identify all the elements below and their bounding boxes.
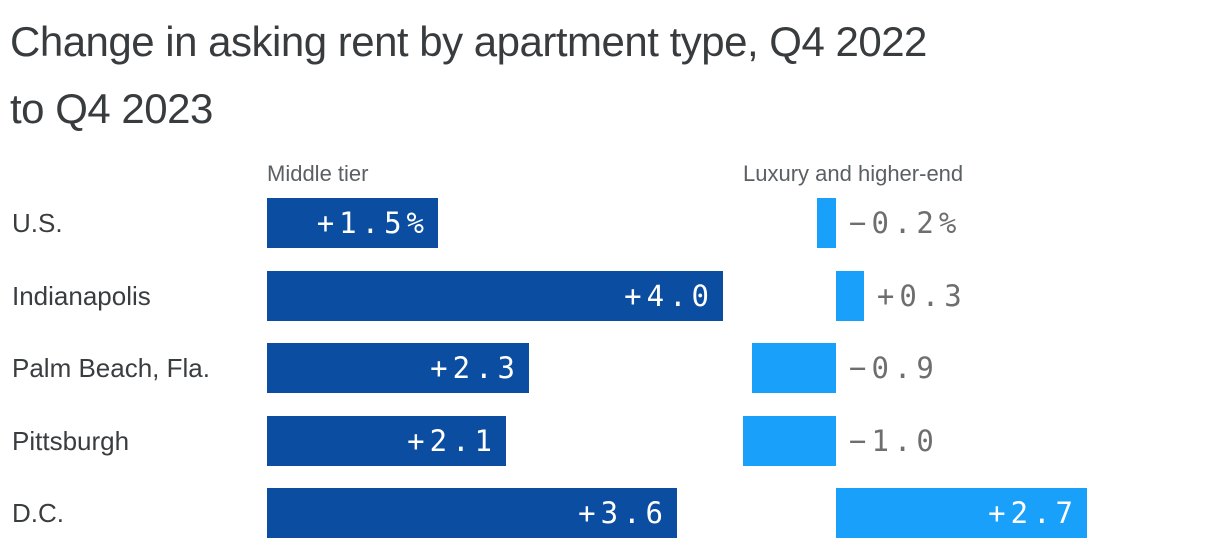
bar-value-label: +1.5% [316,206,429,240]
bar-value-label: +4.0 [624,278,714,313]
row-label: Palm Beach, Fla. [12,353,210,383]
row-label: Pittsburgh [12,425,130,456]
bar-value-label: +3.6 [578,496,668,530]
luxury-bar [743,415,836,466]
bar-value-label: +0.3 [876,278,967,313]
middle-tier-bar: +1.5% [267,198,438,248]
bar-value-label: +2.3 [430,351,520,385]
row-label: U.S. [12,208,63,238]
bar-value-label: −0.2% [849,206,962,240]
luxury-bar [752,343,836,393]
column-header-middle-tier: Middle tier [267,161,369,186]
bar-value-label: +2.1 [407,423,497,458]
column-header-luxury: Luxury and higher-end [743,161,964,186]
luxury-bar [836,270,864,321]
middle-tier-bar: +3.6 [267,488,677,538]
bar-value-label: −0.9 [849,351,939,385]
chart-title: Change in asking rent by apartment type,… [10,8,1210,142]
middle-tier-bar: +2.3 [267,343,529,393]
row-label: D.C. [12,498,64,528]
middle-tier-bar: +2.1 [267,415,506,466]
bar-value-label: +2.7 [988,496,1078,530]
chart-title-line-2: to Q4 2023 [10,85,213,132]
row-label: Indianapolis [12,280,151,311]
chart-title-line-1: Change in asking rent by apartment type,… [10,18,927,65]
luxury-bar: +2.7 [836,488,1087,538]
bar-value-label: −1.0 [849,423,939,458]
luxury-bar [817,198,836,248]
middle-tier-bar: +4.0 [267,270,723,321]
